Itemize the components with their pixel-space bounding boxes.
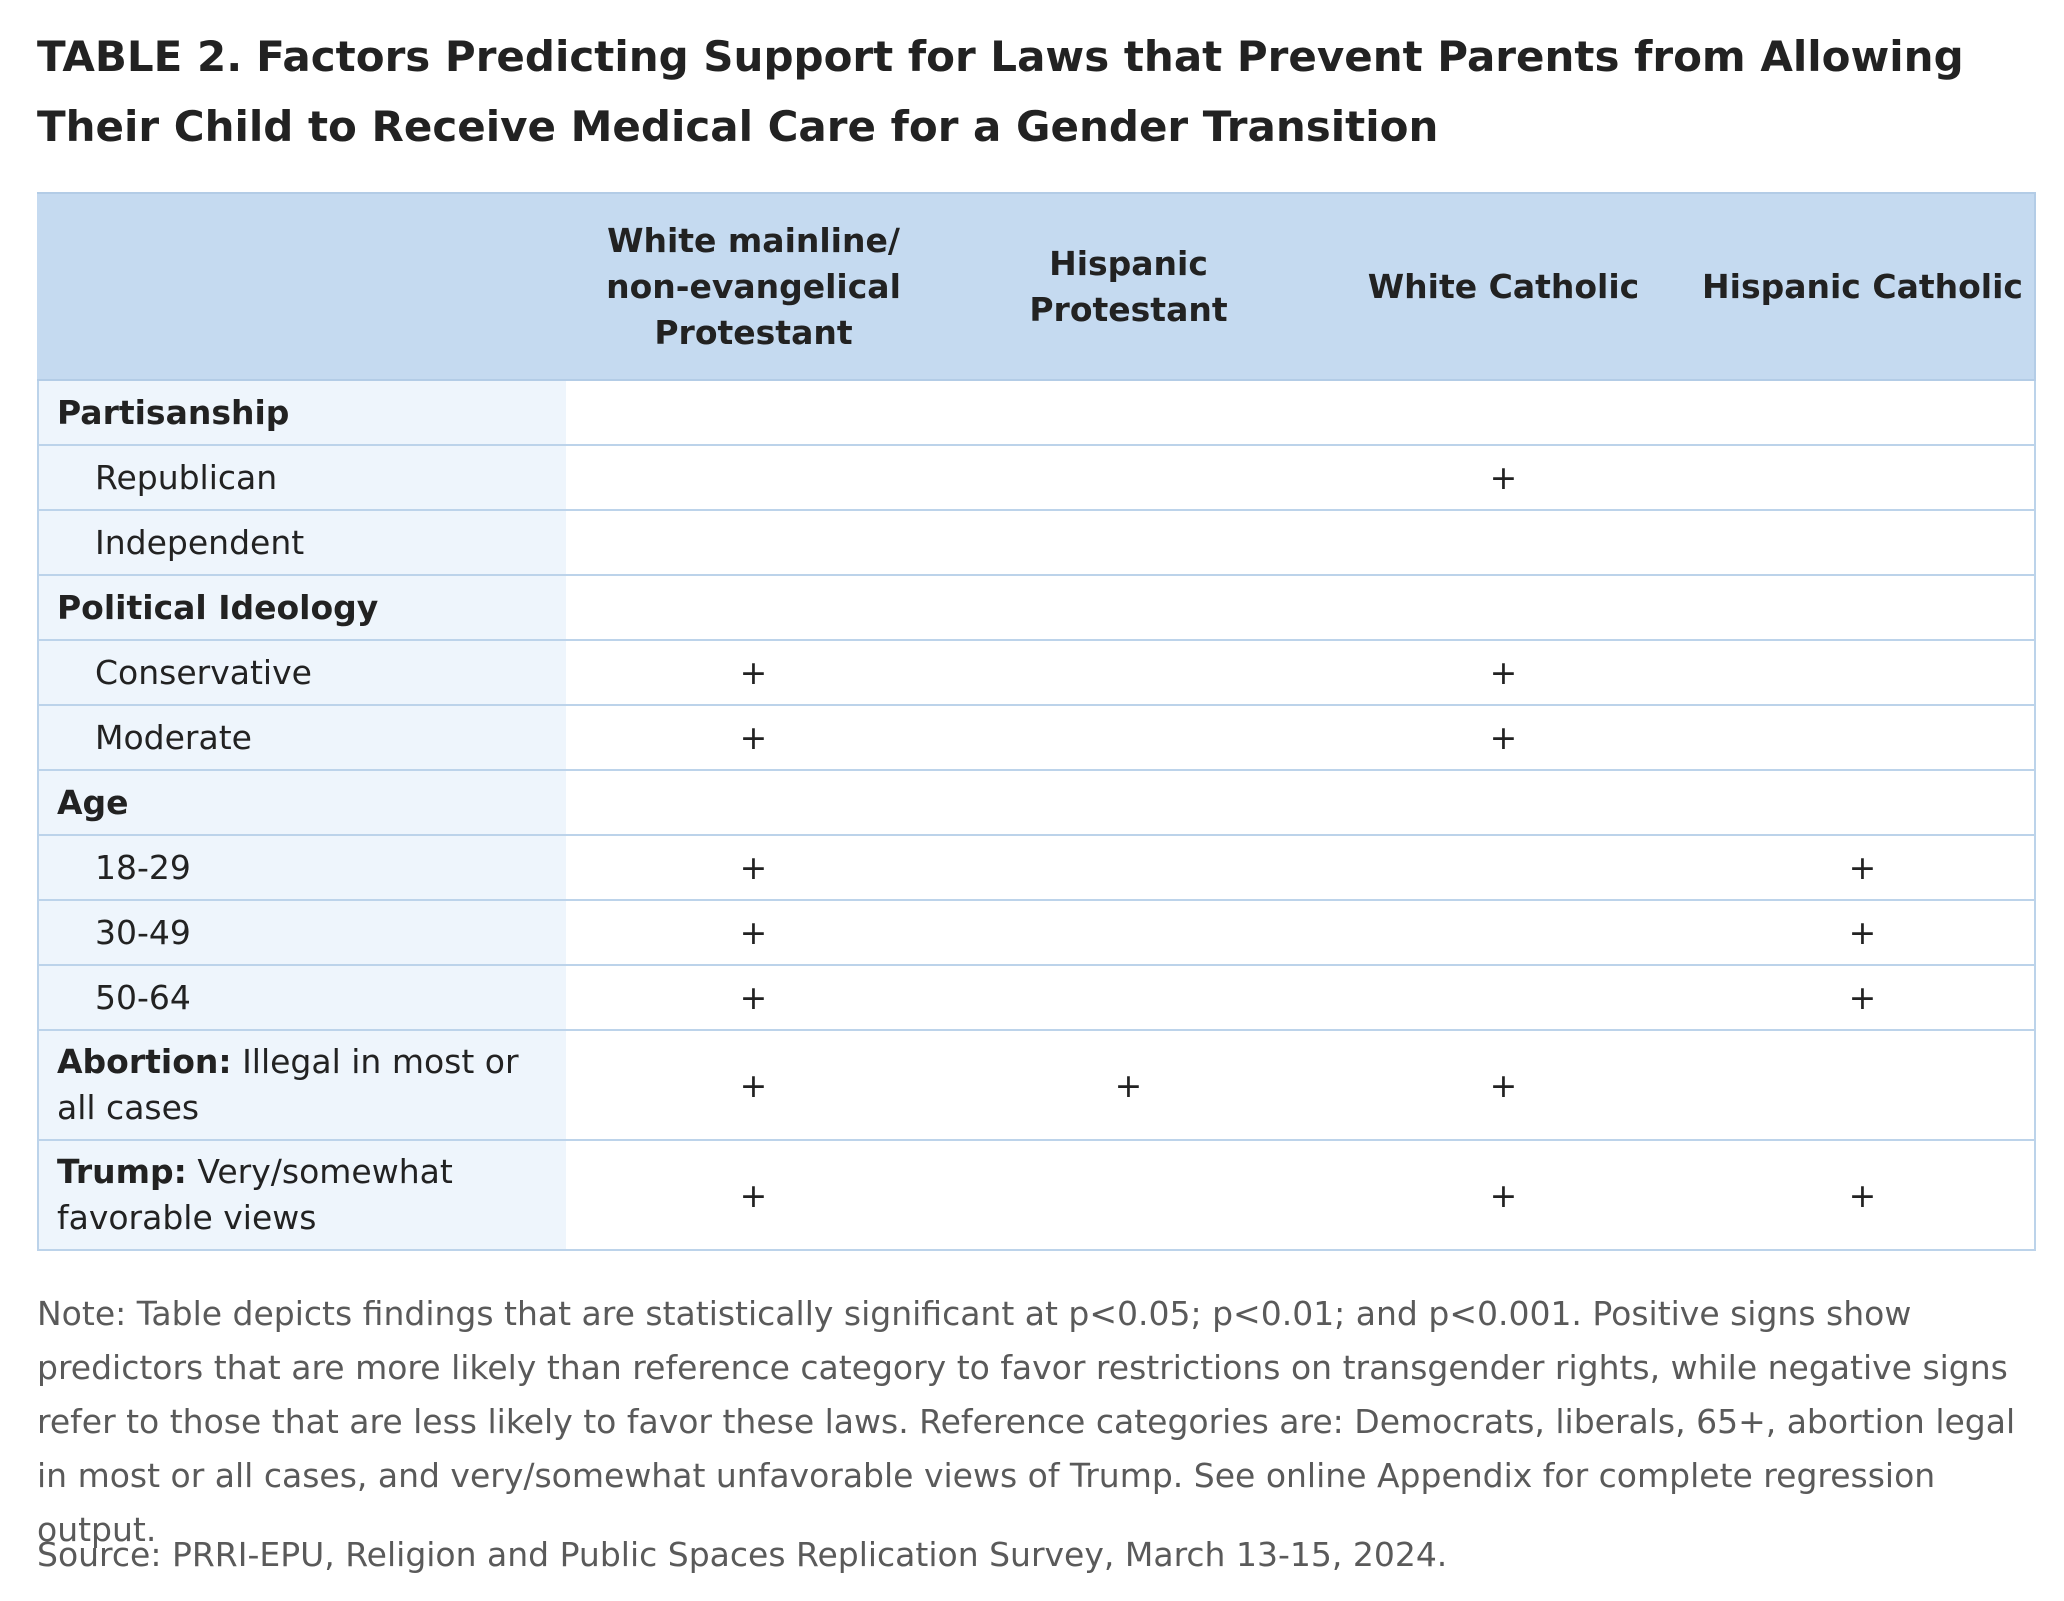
table-cell xyxy=(1316,835,1691,901)
table-row: Trump: Very/somewhat favorable views + +… xyxy=(37,1140,2036,1251)
row-label: Partisanship xyxy=(37,380,566,446)
table-cell xyxy=(941,705,1316,771)
table-cell: + xyxy=(566,640,941,706)
table-cell xyxy=(1316,380,1691,446)
table-number: TABLE 2. xyxy=(37,32,243,81)
header-row: White mainline/ non-evangelical Protesta… xyxy=(37,192,2036,381)
table-cell xyxy=(941,900,1316,966)
table-cell xyxy=(566,770,941,836)
table-cell xyxy=(1691,575,2036,641)
row-label: Conservative xyxy=(37,640,566,706)
table-row: 50-64 + + xyxy=(37,965,2036,1031)
table-cell xyxy=(941,445,1316,511)
table-cell xyxy=(941,510,1316,576)
table-row: Political Ideology xyxy=(37,575,2036,641)
row-label: 18-29 xyxy=(37,835,566,901)
table-cell xyxy=(1691,445,2036,511)
row-label: 50-64 xyxy=(37,965,566,1031)
table-cell: + xyxy=(1691,835,2036,901)
table-row: Republican + xyxy=(37,445,2036,511)
row-label: Trump: Very/somewhat favorable views xyxy=(37,1140,566,1251)
table-cell: + xyxy=(566,965,941,1031)
table-cell xyxy=(566,575,941,641)
table-row: Partisanship xyxy=(37,380,2036,446)
table-cell: + xyxy=(566,705,941,771)
row-label-rest: Illegal in most or all cases xyxy=(57,1042,519,1127)
table-note: Note: Table depicts findings that are st… xyxy=(37,1294,2016,1549)
row-label: Republican xyxy=(37,445,566,511)
table-cell: + xyxy=(566,900,941,966)
table-cell: + xyxy=(1316,445,1691,511)
table-cell xyxy=(941,965,1316,1031)
table-row: Age xyxy=(37,770,2036,836)
table-cell: + xyxy=(566,1140,941,1251)
table-cell: + xyxy=(566,1030,941,1141)
table-cell xyxy=(1316,575,1691,641)
table-title: TABLE 2. Factors Predicting Support for L… xyxy=(37,22,2027,162)
row-label-bold: Trump: xyxy=(57,1152,187,1191)
row-label: Independent xyxy=(37,510,566,576)
table-cell xyxy=(1691,510,2036,576)
table-cell xyxy=(941,640,1316,706)
regression-table: White mainline/ non-evangelical Protesta… xyxy=(37,192,2036,1251)
table-cell xyxy=(1316,770,1691,836)
row-label: Abortion: Illegal in most or all cases xyxy=(37,1030,566,1141)
table-cell: + xyxy=(1316,705,1691,771)
row-label-rest: Very/somewhat favorable views xyxy=(57,1152,453,1237)
table-row: Independent xyxy=(37,510,2036,576)
table-cell xyxy=(1316,965,1691,1031)
table-title-text: Factors Predicting Support for Laws that… xyxy=(37,32,1964,151)
table-cell: + xyxy=(1691,965,2036,1031)
table-cell xyxy=(1691,1030,2036,1141)
header-corner xyxy=(37,192,566,381)
col-header-white-catholic: White Catholic xyxy=(1316,192,1691,381)
table-cell xyxy=(1691,640,2036,706)
row-label: 30-49 xyxy=(37,900,566,966)
table-cell xyxy=(941,575,1316,641)
table-row: Moderate + + xyxy=(37,705,2036,771)
row-label: Moderate xyxy=(37,705,566,771)
col-header-hispanic-catholic: Hispanic Catholic xyxy=(1691,192,2036,381)
table-source: Source: PRRI-EPU, Religion and Public Sp… xyxy=(37,1535,1448,1574)
table-cell: + xyxy=(1316,640,1691,706)
table-cell xyxy=(1316,900,1691,966)
table-cell: + xyxy=(1316,1030,1691,1141)
table-cell: + xyxy=(1316,1140,1691,1251)
table-cell xyxy=(1691,705,2036,771)
table-cell xyxy=(941,380,1316,446)
table-cell xyxy=(566,380,941,446)
row-label: Political Ideology xyxy=(37,575,566,641)
table-cell xyxy=(941,1140,1316,1251)
table-cell xyxy=(1316,510,1691,576)
col-header-white-mainline: White mainline/ non-evangelical Protesta… xyxy=(566,192,941,381)
table-cell: + xyxy=(1691,1140,2036,1251)
table-cell xyxy=(566,445,941,511)
col-header-hispanic-protestant: Hispanic Protestant xyxy=(941,192,1316,381)
row-label-bold: Abortion: xyxy=(57,1042,232,1081)
table-row: 30-49 + + xyxy=(37,900,2036,966)
table-cell xyxy=(1691,380,2036,446)
table-cell: + xyxy=(1691,900,2036,966)
table-cell: + xyxy=(566,835,941,901)
table-cell xyxy=(941,770,1316,836)
table-row: 18-29 + + xyxy=(37,835,2036,901)
table-cell xyxy=(1691,770,2036,836)
table-cell xyxy=(941,835,1316,901)
row-label: Age xyxy=(37,770,566,836)
table-cell xyxy=(566,510,941,576)
table-row: Abortion: Illegal in most or all cases +… xyxy=(37,1030,2036,1141)
table-cell: + xyxy=(941,1030,1316,1141)
table-row: Conservative + + xyxy=(37,640,2036,706)
